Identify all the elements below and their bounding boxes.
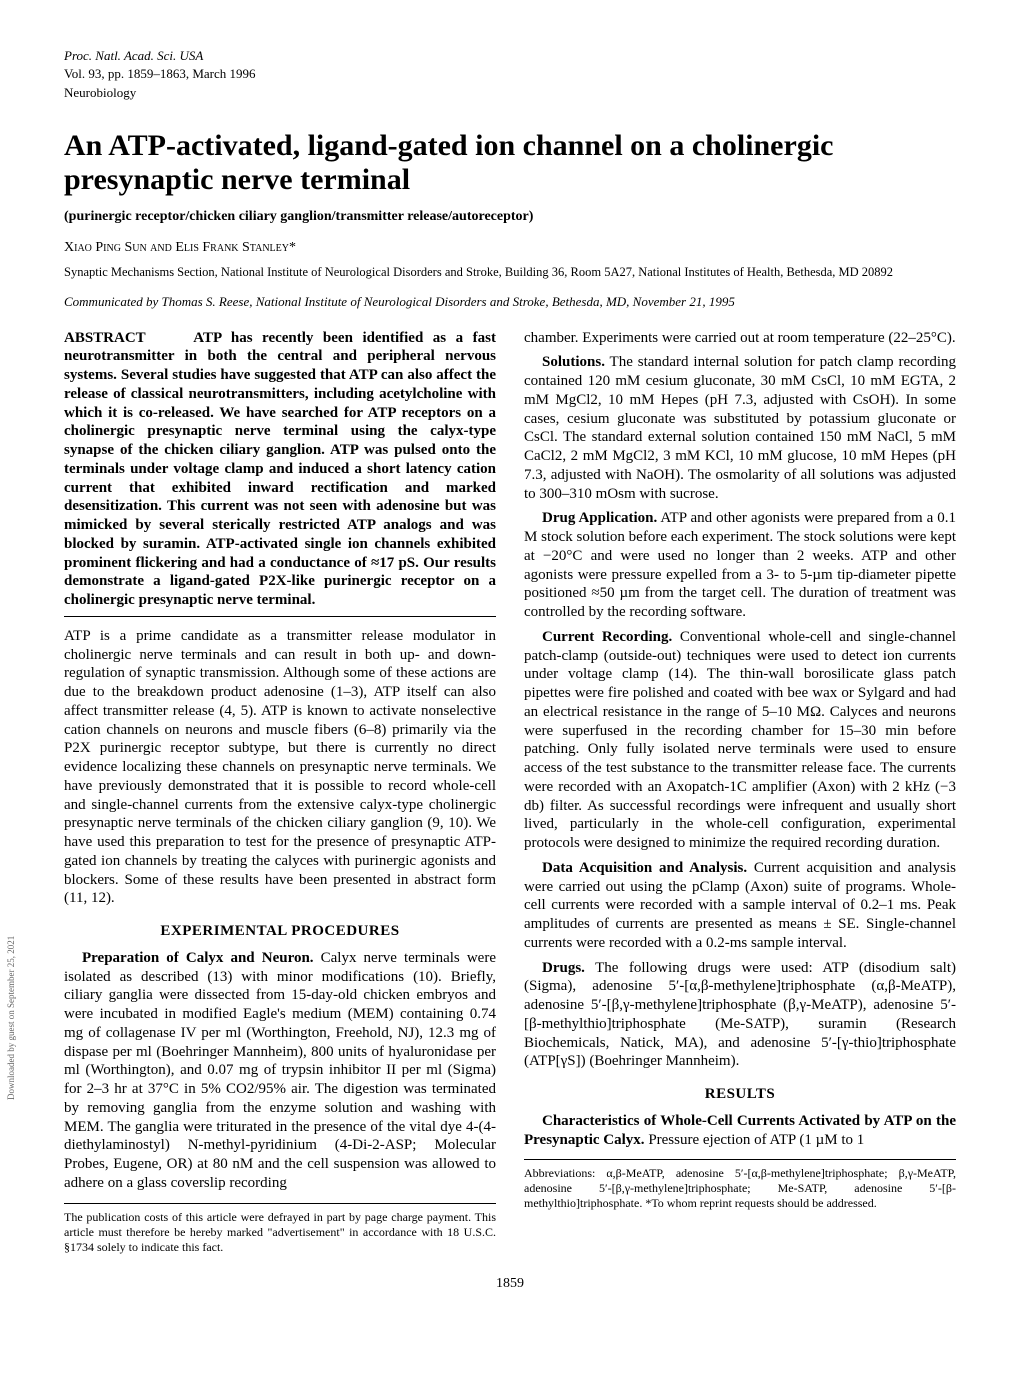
footnote-rule-left <box>64 1203 496 1204</box>
two-column-body: ABSTRACT ATP has recently been identifie… <box>64 329 956 1255</box>
prep-label: Preparation of Calyx and Neuron. <box>82 950 314 966</box>
journal-name: Proc. Natl. Acad. Sci. USA <box>64 48 956 64</box>
left-column: ABSTRACT ATP has recently been identifie… <box>64 329 496 1255</box>
drugs-paragraph: Drugs. The following drugs were used: AT… <box>524 959 956 1072</box>
solutions-paragraph: Solutions. The standard internal solutio… <box>524 353 956 503</box>
solutions-text: The standard internal solution for patch… <box>524 354 956 501</box>
intro-paragraph: ATP is a prime candidate as a transmitte… <box>64 627 496 908</box>
download-watermark: Downloaded by guest on September 25, 202… <box>6 936 17 1100</box>
results-characteristics-paragraph: Characteristics of Whole-Cell Currents A… <box>524 1112 956 1150</box>
results-characteristics-text: Pressure ejection of ATP (1 µM to 1 <box>645 1132 865 1148</box>
data-acquisition-label: Data Acquisition and Analysis. <box>542 860 747 876</box>
right-column: chamber. Experiments were carried out at… <box>524 329 956 1255</box>
drug-application-text: ATP and other agonists were prepared fro… <box>524 510 956 620</box>
experimental-procedures-heading: EXPERIMENTAL PROCEDURES <box>64 922 496 941</box>
journal-section: Neurobiology <box>64 85 956 101</box>
drug-application-paragraph: Drug Application. ATP and other agonists… <box>524 509 956 622</box>
abstract-rule <box>64 616 496 617</box>
abstract-text: ATP has recently been identified as a fa… <box>64 330 496 609</box>
page-number: 1859 <box>64 1275 956 1293</box>
abstract-label: ABSTRACT <box>64 330 146 346</box>
abbreviations-footnote: Abbreviations: α,β-MeATP, adenosine 5′-[… <box>524 1166 956 1211</box>
chamber-tail: chamber. Experiments were carried out at… <box>524 329 956 348</box>
prep-text: Calyx nerve terminals were isolated as d… <box>64 950 496 1191</box>
article-subtitle: (purinergic receptor/chicken ciliary gan… <box>64 208 956 226</box>
footnote-rule-right <box>524 1159 956 1160</box>
solutions-label: Solutions. <box>542 354 605 370</box>
journal-volume: Vol. 93, pp. 1859–1863, March 1996 <box>64 66 956 82</box>
article-title: An ATP-activated, ligand-gated ion chann… <box>64 129 956 198</box>
drugs-label: Drugs. <box>542 960 585 976</box>
authors: Xiao Ping Sun and Elis Frank Stanley* <box>64 239 956 257</box>
current-recording-text: Conventional whole-cell and single-chann… <box>524 629 956 851</box>
publication-footnote: The publication costs of this article we… <box>64 1210 496 1255</box>
current-recording-label: Current Recording. <box>542 629 672 645</box>
current-recording-paragraph: Current Recording. Conventional whole-ce… <box>524 628 956 853</box>
drug-application-label: Drug Application. <box>542 510 657 526</box>
abstract-paragraph: ABSTRACT ATP has recently been identifie… <box>64 329 496 610</box>
drugs-text: The following drugs were used: ATP (diso… <box>524 960 956 1070</box>
affiliation: Synaptic Mechanisms Section, National In… <box>64 265 956 281</box>
communicated-by: Communicated by Thomas S. Reese, Nationa… <box>64 294 956 310</box>
data-acquisition-paragraph: Data Acquisition and Analysis. Current a… <box>524 859 956 953</box>
results-heading: RESULTS <box>524 1085 956 1104</box>
prep-paragraph: Preparation of Calyx and Neuron. Calyx n… <box>64 949 496 1193</box>
